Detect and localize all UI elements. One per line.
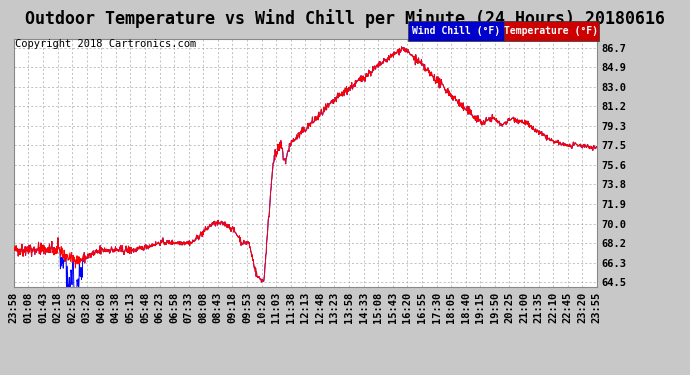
Text: Outdoor Temperature vs Wind Chill per Minute (24 Hours) 20180616: Outdoor Temperature vs Wind Chill per Mi… xyxy=(25,9,665,28)
Text: Copyright 2018 Cartronics.com: Copyright 2018 Cartronics.com xyxy=(15,39,197,50)
Text: Wind Chill (°F): Wind Chill (°F) xyxy=(412,26,500,36)
Text: Temperature (°F): Temperature (°F) xyxy=(504,26,598,36)
